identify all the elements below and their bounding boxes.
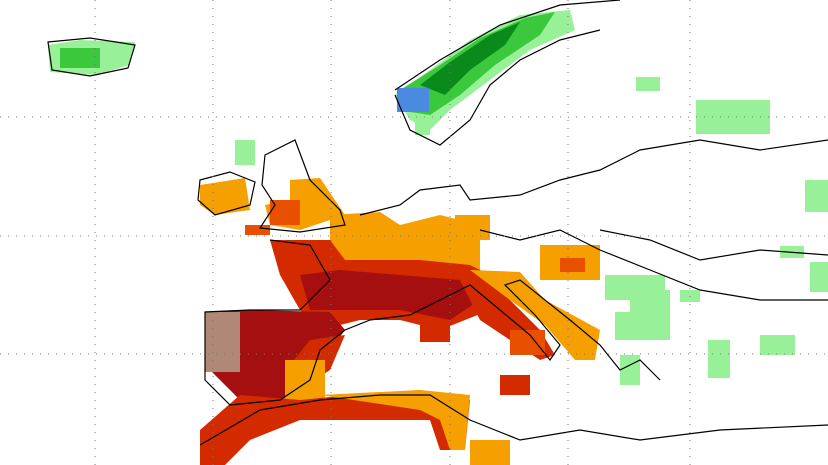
coastline (599, 229, 828, 261)
portugal-anomaly (205, 312, 240, 372)
patch (245, 225, 270, 235)
iceland-anomaly-strong (60, 48, 100, 68)
patch (810, 262, 828, 292)
balkan-anomaly (615, 312, 670, 340)
france-anomaly-strong (300, 270, 480, 320)
patch (708, 340, 730, 378)
patch (510, 330, 545, 355)
north-africa-anomaly-east (320, 390, 470, 450)
coastline (204, 239, 661, 406)
coastline (258, 139, 346, 233)
norway-wet-anomaly (397, 88, 429, 112)
patch (620, 355, 640, 385)
scandinavia-anomaly-strong (420, 22, 520, 95)
patch (285, 360, 325, 400)
patch (400, 225, 450, 255)
sardinia-anomaly (420, 320, 450, 342)
coastline-layer (47, 0, 828, 446)
patch (470, 440, 510, 465)
norway-anomaly-south (415, 115, 430, 135)
coastline (199, 394, 828, 446)
patch (740, 100, 760, 112)
anomaly-fill-layer (48, 10, 828, 465)
patch (636, 77, 660, 91)
coastline (359, 139, 828, 216)
ireland-anomaly (200, 178, 250, 215)
coastline (197, 171, 256, 216)
patch (805, 180, 828, 212)
coastline (394, 0, 621, 146)
coastline (47, 37, 136, 77)
balkan-anomaly (630, 290, 670, 315)
patch (235, 140, 255, 165)
patch (560, 258, 585, 272)
sicily-anomaly (500, 375, 530, 395)
patch (760, 335, 795, 355)
coastline (479, 229, 828, 301)
